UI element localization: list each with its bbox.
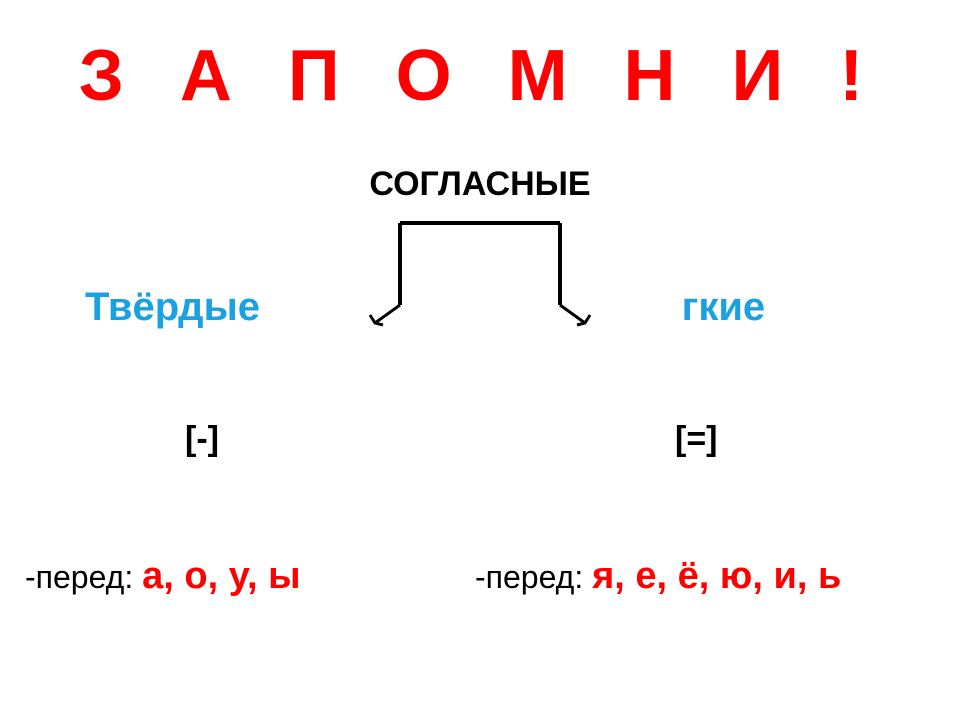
branch-diagram-overlay — [280, 215, 680, 335]
symbol-hard: [-] — [185, 420, 219, 459]
rule-soft-prefix: -перед: — [475, 559, 592, 595]
rule-hard: -перед: а, о, у, ы — [25, 555, 301, 598]
rule-hard-vowels: а, о, у, ы — [142, 555, 300, 597]
rule-soft: -перед: я, е, ё, ю, и, ь — [475, 555, 841, 598]
main-title: З А П О М Н И ! — [0, 35, 960, 117]
rule-hard-prefix: -перед: — [25, 559, 142, 595]
subtitle-consonants: СОГЛАСНЫЕ — [0, 165, 960, 204]
symbol-soft: [=] — [675, 420, 718, 459]
rule-soft-vowels: я, е, ё, ю, и, ь — [592, 555, 841, 597]
label-hard: Твёрдые — [85, 285, 260, 330]
